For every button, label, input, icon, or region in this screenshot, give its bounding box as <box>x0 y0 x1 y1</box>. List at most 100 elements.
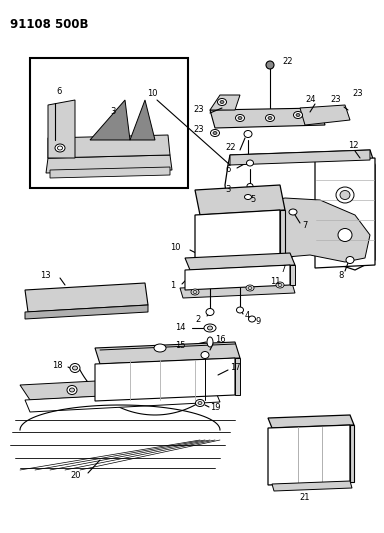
Ellipse shape <box>266 61 274 69</box>
Ellipse shape <box>276 282 284 288</box>
Text: 91108 500B: 91108 500B <box>10 18 88 31</box>
Ellipse shape <box>207 337 213 347</box>
Text: 14: 14 <box>175 324 185 333</box>
Ellipse shape <box>58 146 63 150</box>
Ellipse shape <box>336 187 354 203</box>
Ellipse shape <box>193 290 197 294</box>
Ellipse shape <box>248 287 252 289</box>
Polygon shape <box>195 210 280 260</box>
Polygon shape <box>225 150 375 270</box>
Polygon shape <box>25 305 148 319</box>
Ellipse shape <box>247 160 253 166</box>
Polygon shape <box>46 155 172 173</box>
Polygon shape <box>195 185 285 215</box>
Polygon shape <box>290 265 295 285</box>
Ellipse shape <box>238 117 242 119</box>
Ellipse shape <box>220 101 224 103</box>
Text: 12: 12 <box>348 141 359 149</box>
Ellipse shape <box>246 285 254 291</box>
Text: 6: 6 <box>56 87 61 96</box>
Text: 9: 9 <box>255 318 260 327</box>
Ellipse shape <box>70 364 80 373</box>
Text: 16: 16 <box>215 335 226 344</box>
Text: 19: 19 <box>210 403 220 413</box>
Ellipse shape <box>244 131 252 138</box>
Text: 22: 22 <box>225 143 235 152</box>
Text: 10: 10 <box>147 90 157 99</box>
Text: 21: 21 <box>300 494 310 503</box>
Polygon shape <box>90 100 130 140</box>
Text: 6: 6 <box>225 166 230 174</box>
Polygon shape <box>48 100 75 158</box>
Polygon shape <box>185 253 295 270</box>
Text: 22: 22 <box>282 58 293 67</box>
Ellipse shape <box>247 183 253 189</box>
Ellipse shape <box>293 111 303 118</box>
Polygon shape <box>315 158 375 268</box>
Ellipse shape <box>70 388 74 392</box>
Text: 15: 15 <box>175 341 185 350</box>
Polygon shape <box>268 425 350 485</box>
Ellipse shape <box>73 366 78 370</box>
Text: 23: 23 <box>352 90 362 99</box>
Ellipse shape <box>296 114 300 117</box>
Ellipse shape <box>338 229 352 241</box>
Polygon shape <box>185 265 290 290</box>
Polygon shape <box>350 425 354 482</box>
Ellipse shape <box>265 115 275 122</box>
Ellipse shape <box>206 309 214 316</box>
Polygon shape <box>210 95 240 110</box>
Polygon shape <box>300 105 350 125</box>
Polygon shape <box>48 135 170 158</box>
Text: 23: 23 <box>330 95 341 104</box>
Polygon shape <box>268 415 354 428</box>
Text: 2: 2 <box>195 316 200 325</box>
Ellipse shape <box>204 324 216 332</box>
Text: 1: 1 <box>170 280 175 289</box>
Ellipse shape <box>245 195 252 199</box>
Ellipse shape <box>207 326 212 330</box>
Text: 5: 5 <box>250 196 255 205</box>
Text: 3: 3 <box>225 185 230 195</box>
Text: 8: 8 <box>338 271 343 279</box>
Ellipse shape <box>340 190 350 199</box>
Polygon shape <box>130 100 155 140</box>
Ellipse shape <box>237 307 243 313</box>
Polygon shape <box>235 358 240 395</box>
Ellipse shape <box>201 351 209 359</box>
Text: 4: 4 <box>245 311 250 319</box>
Polygon shape <box>50 167 170 178</box>
Bar <box>30 58 188 188</box>
Text: 20: 20 <box>70 471 81 480</box>
Polygon shape <box>243 198 370 262</box>
Ellipse shape <box>198 401 202 405</box>
Text: 7: 7 <box>280 265 285 274</box>
Ellipse shape <box>346 256 354 263</box>
Polygon shape <box>280 210 285 255</box>
Ellipse shape <box>210 130 220 136</box>
Ellipse shape <box>247 187 253 193</box>
Text: 10: 10 <box>170 244 180 253</box>
Polygon shape <box>180 283 295 298</box>
Ellipse shape <box>154 344 166 352</box>
Ellipse shape <box>235 115 245 122</box>
Text: 17: 17 <box>230 364 241 373</box>
Ellipse shape <box>213 132 217 134</box>
Ellipse shape <box>191 289 199 295</box>
Polygon shape <box>230 150 370 165</box>
Ellipse shape <box>248 316 255 322</box>
Polygon shape <box>95 342 240 364</box>
Polygon shape <box>272 481 352 491</box>
Polygon shape <box>95 358 235 401</box>
Polygon shape <box>210 108 325 128</box>
Text: 18: 18 <box>52 360 63 369</box>
Text: 11: 11 <box>270 278 280 287</box>
Ellipse shape <box>195 400 205 407</box>
Ellipse shape <box>217 99 227 106</box>
Polygon shape <box>25 283 148 312</box>
Ellipse shape <box>278 284 282 287</box>
Ellipse shape <box>67 385 77 394</box>
Text: 24: 24 <box>305 95 316 104</box>
Text: 3: 3 <box>110 108 115 117</box>
Ellipse shape <box>268 117 272 119</box>
